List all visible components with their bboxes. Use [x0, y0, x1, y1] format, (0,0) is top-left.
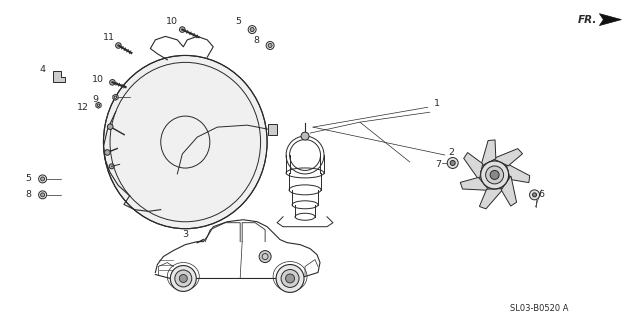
- Circle shape: [481, 161, 509, 189]
- Polygon shape: [464, 152, 483, 180]
- Bar: [268, 124, 276, 135]
- Text: 4: 4: [40, 65, 45, 74]
- Circle shape: [266, 42, 274, 49]
- Text: 11: 11: [102, 33, 115, 42]
- Circle shape: [179, 27, 185, 32]
- Polygon shape: [460, 178, 490, 191]
- Circle shape: [529, 190, 540, 200]
- Polygon shape: [493, 149, 522, 166]
- Text: 5: 5: [235, 17, 241, 26]
- Text: FR.: FR.: [577, 15, 597, 25]
- Circle shape: [40, 193, 45, 197]
- Circle shape: [301, 132, 309, 140]
- Text: 9: 9: [93, 95, 99, 104]
- Polygon shape: [96, 102, 101, 108]
- Text: 5: 5: [26, 174, 31, 184]
- Circle shape: [285, 274, 294, 283]
- Polygon shape: [52, 71, 65, 82]
- Circle shape: [38, 191, 47, 199]
- Circle shape: [109, 80, 115, 85]
- Circle shape: [447, 158, 458, 168]
- Circle shape: [250, 28, 254, 32]
- Text: 10: 10: [92, 75, 104, 84]
- Circle shape: [450, 160, 455, 165]
- Polygon shape: [113, 94, 118, 100]
- Circle shape: [179, 275, 188, 282]
- Text: SL03-B0520 A: SL03-B0520 A: [510, 304, 569, 313]
- Circle shape: [486, 166, 504, 184]
- Circle shape: [109, 164, 114, 169]
- Text: 8: 8: [26, 190, 31, 199]
- Circle shape: [486, 166, 504, 184]
- Polygon shape: [600, 14, 621, 26]
- Circle shape: [116, 43, 121, 48]
- Circle shape: [104, 150, 110, 155]
- Circle shape: [281, 269, 299, 288]
- Circle shape: [481, 161, 509, 189]
- Text: 7: 7: [435, 160, 441, 170]
- Polygon shape: [506, 163, 530, 183]
- Ellipse shape: [104, 55, 267, 229]
- Circle shape: [490, 171, 499, 179]
- Circle shape: [259, 251, 271, 262]
- Circle shape: [532, 193, 536, 197]
- Circle shape: [170, 266, 196, 291]
- Circle shape: [490, 171, 499, 179]
- Polygon shape: [479, 189, 504, 209]
- Text: 12: 12: [77, 103, 88, 112]
- Polygon shape: [481, 140, 496, 166]
- Polygon shape: [501, 176, 516, 206]
- Text: 6: 6: [538, 190, 545, 199]
- Text: 2: 2: [449, 147, 454, 157]
- Circle shape: [276, 264, 304, 292]
- Circle shape: [40, 177, 45, 181]
- Circle shape: [38, 175, 47, 183]
- Text: 1: 1: [434, 99, 440, 108]
- Circle shape: [175, 270, 192, 287]
- Circle shape: [268, 43, 272, 48]
- Text: 8: 8: [253, 36, 259, 45]
- Circle shape: [108, 124, 113, 129]
- Text: 10: 10: [166, 17, 179, 26]
- Text: 3: 3: [182, 230, 188, 239]
- Circle shape: [248, 26, 256, 34]
